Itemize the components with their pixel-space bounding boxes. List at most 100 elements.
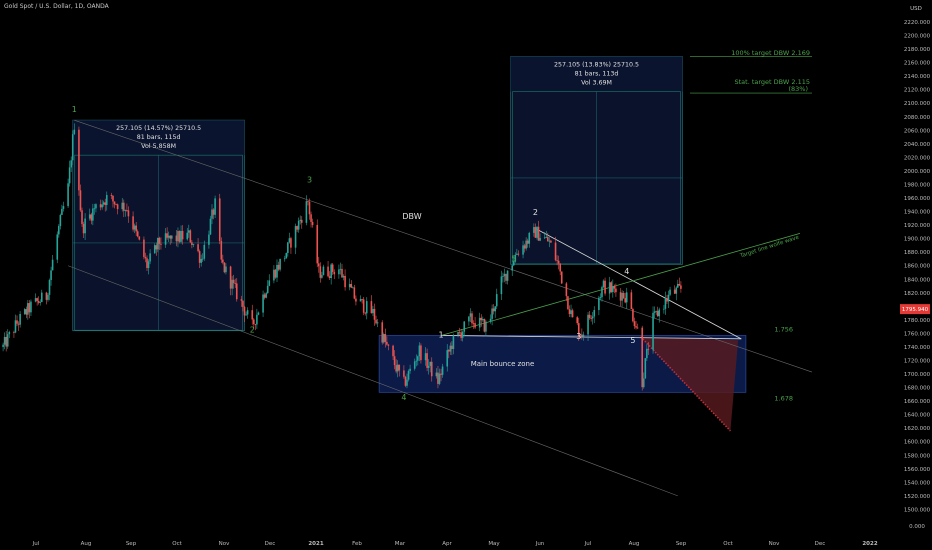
candle xyxy=(547,232,549,242)
candle-body xyxy=(608,282,611,294)
candle xyxy=(177,227,179,248)
price-tick: 1880.000 xyxy=(904,250,931,256)
candle xyxy=(613,284,616,294)
candle-body xyxy=(84,218,86,234)
candle-body xyxy=(655,310,657,312)
candle-body xyxy=(317,263,320,267)
candle xyxy=(514,252,517,263)
target-100-label: 100% target DBW 2.169 xyxy=(731,49,810,57)
candle xyxy=(539,233,541,242)
candle xyxy=(429,361,432,373)
candle xyxy=(413,358,416,371)
candle-body xyxy=(599,297,602,298)
wolfe-target-line xyxy=(440,232,801,336)
candle-body xyxy=(251,310,254,320)
candle-body xyxy=(110,195,113,196)
candle xyxy=(283,255,286,262)
candle-body xyxy=(235,283,238,300)
candle-body xyxy=(526,240,529,244)
candle-body xyxy=(525,240,527,249)
candle xyxy=(146,255,148,271)
candle xyxy=(677,279,679,289)
candle xyxy=(113,201,116,209)
candle xyxy=(642,372,645,389)
wave-label: 3 xyxy=(307,175,312,184)
candle xyxy=(622,290,625,300)
candle xyxy=(440,368,442,382)
candle-body xyxy=(652,312,654,350)
candle-body xyxy=(646,348,648,359)
candle-body xyxy=(632,309,634,322)
candle xyxy=(317,256,320,273)
candle xyxy=(370,295,373,314)
candle xyxy=(279,258,281,272)
price-tick: 1660.000 xyxy=(904,399,931,405)
candle-body xyxy=(234,283,237,284)
candle xyxy=(571,308,574,318)
candle xyxy=(577,317,580,341)
candle xyxy=(274,268,277,279)
candle xyxy=(590,315,592,322)
candle xyxy=(565,281,568,302)
candle xyxy=(526,238,529,248)
candle-body xyxy=(36,298,38,301)
candle xyxy=(608,276,611,300)
candle xyxy=(446,344,449,372)
candle-body xyxy=(273,269,275,281)
candle xyxy=(189,229,192,243)
candles-layer xyxy=(2,123,682,391)
candle xyxy=(678,277,681,287)
candle xyxy=(656,306,659,317)
candle xyxy=(512,255,515,267)
candle xyxy=(27,299,29,320)
time-tick: Jun xyxy=(535,541,545,547)
candle xyxy=(536,226,538,240)
candle-body xyxy=(319,266,322,278)
candle-body xyxy=(406,379,408,386)
candle-body xyxy=(502,276,504,277)
candle xyxy=(341,263,343,279)
candle xyxy=(276,259,278,283)
candle-body xyxy=(370,301,373,314)
candle-body xyxy=(122,202,125,211)
candle xyxy=(381,320,384,345)
candle xyxy=(615,283,617,297)
candle xyxy=(266,280,269,294)
candle xyxy=(240,295,243,307)
price-tick: 1920.000 xyxy=(904,223,931,229)
candle xyxy=(105,191,108,211)
candle xyxy=(492,304,495,315)
candle-body xyxy=(78,129,80,191)
candle-body xyxy=(612,286,614,292)
candle-body xyxy=(6,334,9,347)
candle xyxy=(483,318,486,333)
candle xyxy=(127,206,130,223)
measure-label: 257.105 (14.57%) 25710.5 xyxy=(116,125,201,132)
candle-body xyxy=(528,232,531,244)
candle-body xyxy=(384,334,387,342)
candle-body xyxy=(180,230,182,242)
candle xyxy=(647,342,650,355)
candle-body xyxy=(47,294,49,300)
candle-body xyxy=(461,331,464,338)
candle-body xyxy=(48,280,51,295)
candle xyxy=(254,323,257,331)
candle-body xyxy=(299,219,302,221)
candle-body xyxy=(167,235,170,238)
candle xyxy=(308,198,311,220)
candle-body xyxy=(254,324,257,325)
candle-body xyxy=(463,321,466,332)
price-tick: 1780.000 xyxy=(904,318,931,324)
candle xyxy=(48,278,51,301)
price-tick: 1500.000 xyxy=(904,507,931,513)
candle-body xyxy=(430,361,433,377)
candle xyxy=(621,290,623,307)
candle xyxy=(23,307,26,316)
candle xyxy=(392,344,394,361)
candle xyxy=(36,297,38,306)
candle xyxy=(135,221,137,237)
candle xyxy=(632,307,634,323)
candle xyxy=(153,243,156,254)
candle-body xyxy=(5,336,7,347)
